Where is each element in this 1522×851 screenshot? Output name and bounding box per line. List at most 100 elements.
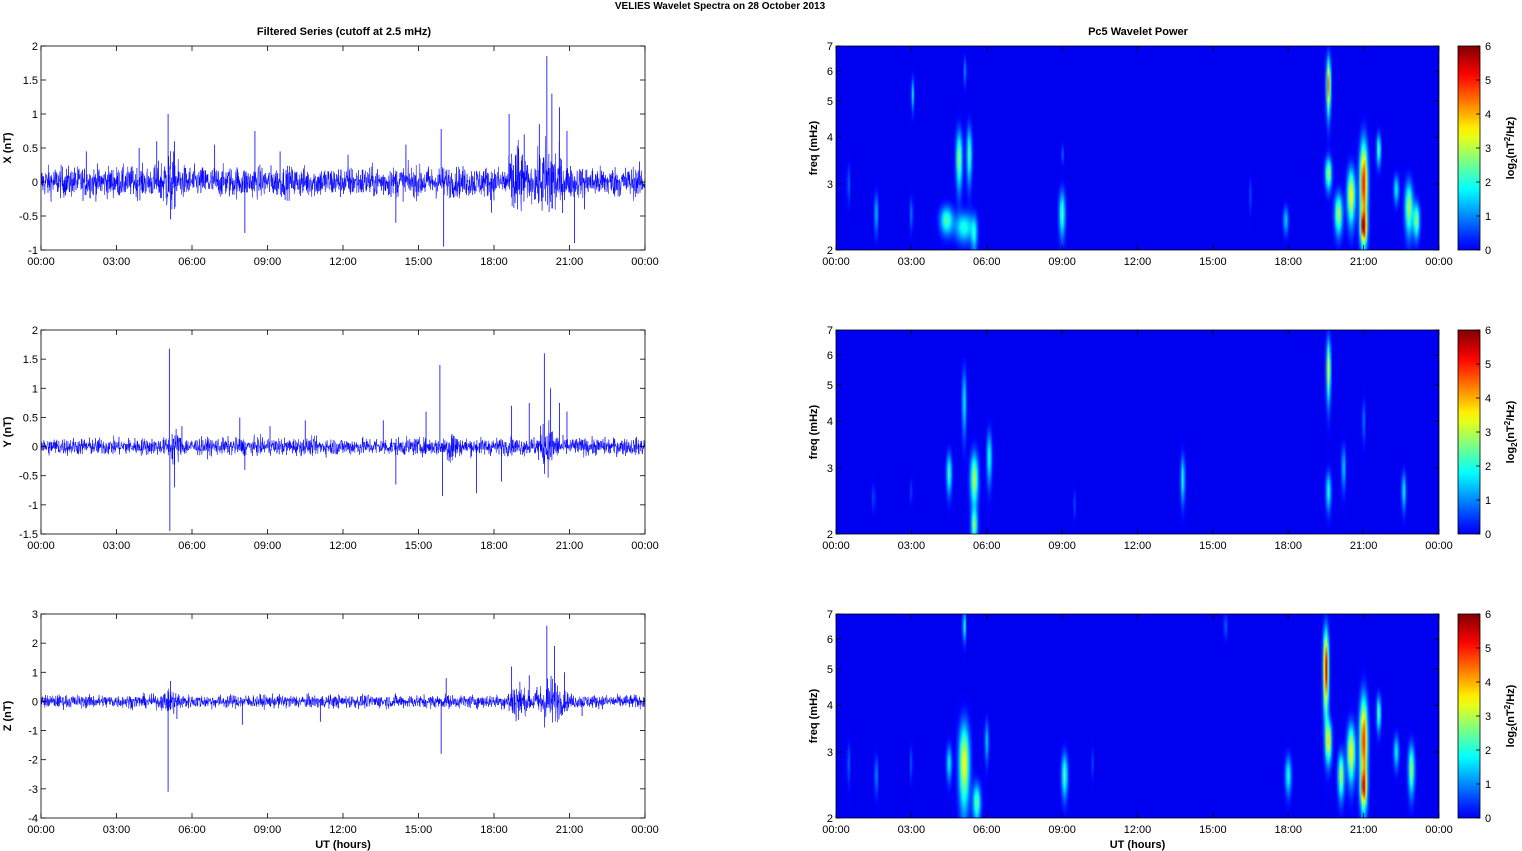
colorbar-tick-label: 1 <box>1485 211 1491 223</box>
x-tick-label: 06:00 <box>973 824 1001 836</box>
x-tick-label: 21:00 <box>556 256 584 268</box>
x-tick-label: 00:00 <box>27 540 55 552</box>
x-tick-label: 00:00 <box>631 824 659 836</box>
y-tick-label: -1 <box>28 500 38 512</box>
y-tick-label: -1 <box>28 726 38 738</box>
y-tick-label: 4 <box>827 132 833 144</box>
x-tick-label: 15:00 <box>1199 824 1227 836</box>
y-tick-label: 4 <box>827 700 833 712</box>
x-tick-label: 21:00 <box>556 824 584 836</box>
x-tick-label: 15:00 <box>405 540 433 552</box>
colorbar-tick-label: 6 <box>1485 325 1491 337</box>
y-tick-label: 3 <box>827 747 833 759</box>
y-tick-label: 0.5 <box>23 143 38 155</box>
y-tick-label: 2 <box>32 41 38 53</box>
x-tick-label: 00:00 <box>1425 540 1453 552</box>
y-tick-label: -1 <box>28 245 38 257</box>
x-tick-label: 09:00 <box>254 540 282 552</box>
x-tick-label: 03:00 <box>898 256 926 268</box>
x-tick-label: 03:00 <box>898 824 926 836</box>
x-tick-label: 21:00 <box>1350 256 1378 268</box>
series-line <box>41 136 645 214</box>
x-tick-label: 18:00 <box>1274 256 1302 268</box>
y-tick-label: 5 <box>827 96 833 108</box>
colorbar-tick-label: 4 <box>1485 677 1491 689</box>
x-tick-label: 15:00 <box>1199 256 1227 268</box>
right-column-title: Pc5 Wavelet Power <box>1088 26 1189 38</box>
x-tick-label: 09:00 <box>1048 540 1076 552</box>
colorbar-tick-label: 0 <box>1485 529 1491 541</box>
x-axis-label: UT (hours) <box>315 839 371 851</box>
y-tick-label: 0 <box>32 442 38 454</box>
y-tick-label: -0.5 <box>19 471 38 483</box>
x-tick-label: 00:00 <box>631 540 659 552</box>
x-tick-label: 00:00 <box>1425 256 1453 268</box>
y-axis-label: freq (mHz) <box>808 688 820 743</box>
y-tick-label: 3 <box>32 609 38 621</box>
colorbar-tick-label: 5 <box>1485 643 1491 655</box>
x-tick-label: 18:00 <box>1274 824 1302 836</box>
axes-frame <box>40 613 646 819</box>
x-tick-label: 21:00 <box>1350 540 1378 552</box>
colorbar-tick-label: 0 <box>1485 245 1491 257</box>
x-tick-label: 03:00 <box>103 540 131 552</box>
x-tick-label: 12:00 <box>1124 256 1152 268</box>
wavelet-power-image <box>836 46 1439 250</box>
x-tick-label: 18:00 <box>1274 540 1302 552</box>
x-tick-label: 09:00 <box>1048 824 1076 836</box>
colorbar-tick-label: 6 <box>1485 41 1491 53</box>
y-tick-label: -0.5 <box>19 211 38 223</box>
series-panel-1: 21.510.50-0.5-1-1.500:00 03:00 06:00 09:00 1… <box>2 325 659 552</box>
colorbar-label: log2(nT2/Hz) <box>1503 116 1519 179</box>
x-tick-label: 15:00 <box>405 256 433 268</box>
colorbar-tick-label: 4 <box>1485 109 1491 121</box>
y-tick-label: 3 <box>827 463 833 475</box>
y-tick-label: 2 <box>32 325 38 337</box>
y-tick-label: 5 <box>827 380 833 392</box>
left-column-title: Filtered Series (cutoff at 2.5 mHz) <box>257 26 432 38</box>
colorbar-tick-label: 1 <box>1485 495 1491 507</box>
y-tick-label: 2 <box>32 638 38 650</box>
x-tick-label: 00:00 <box>631 256 659 268</box>
colorbar-tick-label: 2 <box>1485 461 1491 473</box>
y-tick-label: 0.5 <box>23 412 38 424</box>
x-tick-label: 06:00 <box>178 540 206 552</box>
x-tick-label: 12:00 <box>329 540 357 552</box>
y-tick-label: -1.5 <box>19 529 38 541</box>
x-tick-label: 03:00 <box>103 824 131 836</box>
y-axis-label: Z (nT) <box>2 700 14 731</box>
y-tick-label: 3 <box>827 179 833 191</box>
x-tick-label: 18:00 <box>480 540 508 552</box>
y-tick-label: 2 <box>827 245 833 257</box>
x-tick-label: 00:00 <box>27 824 55 836</box>
colorbar-tick-label: 6 <box>1485 609 1491 621</box>
x-tick-label: 00:00 <box>822 256 850 268</box>
axes-frame <box>40 45 646 251</box>
y-tick-label: 0 <box>32 177 38 189</box>
colorbar-tick-label: 3 <box>1485 427 1491 439</box>
y-axis-label: freq (mHz) <box>808 404 820 459</box>
series-line <box>41 675 645 728</box>
x-tick-label: 00:00 <box>822 824 850 836</box>
colorbar-tick-label: 4 <box>1485 393 1491 405</box>
x-tick-label: 09:00 <box>1048 256 1076 268</box>
colorbar-tick-label: 3 <box>1485 143 1491 155</box>
x-tick-label: 12:00 <box>329 824 357 836</box>
colorbar-tick-label: 3 <box>1485 711 1491 723</box>
x-tick-label: 12:00 <box>329 256 357 268</box>
y-tick-label: 6 <box>827 350 833 362</box>
y-tick-label: 7 <box>827 325 833 337</box>
x-tick-label: 00:00 <box>27 256 55 268</box>
y-tick-label: 6 <box>827 66 833 78</box>
colorbar-tick-label: 0 <box>1485 813 1491 825</box>
y-tick-label: 4 <box>827 416 833 428</box>
y-tick-label: 6 <box>827 634 833 646</box>
y-tick-label: 2 <box>827 529 833 541</box>
suptitle: VELIES Wavelet Spectra on 28 October 201… <box>615 1 826 12</box>
series-line <box>41 420 645 478</box>
colorbar-tick-label: 2 <box>1485 177 1491 189</box>
y-tick-label: 7 <box>827 41 833 53</box>
